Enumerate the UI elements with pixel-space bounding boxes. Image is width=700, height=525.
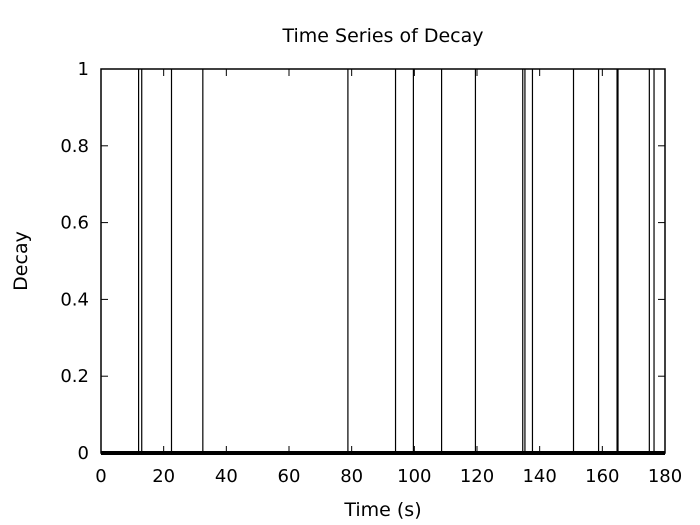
plot-area <box>101 69 665 455</box>
plot-frame <box>100 68 666 454</box>
chart-title: Time Series of Decay <box>281 25 483 47</box>
x-tick-label: 120 <box>460 466 494 487</box>
axis-ticks: 0 20 40 60 80 100 120 140 160 180 0 0.2 0.4 0.6 0.8 1 <box>60 59 682 487</box>
x-tick-label: 180 <box>648 466 682 487</box>
y-axis-label: Decay <box>10 231 32 291</box>
x-axis-label: Time (s) <box>343 499 421 521</box>
x-tick-label: 140 <box>522 466 556 487</box>
y-tick-label: 0.8 <box>60 136 89 157</box>
y-tick-label: 0.4 <box>60 289 89 310</box>
y-tick-label: 0.6 <box>60 213 89 234</box>
y-tick-label: 1 <box>78 59 89 80</box>
y-tick-label: 0 <box>78 443 89 464</box>
x-tick-label: 20 <box>152 466 175 487</box>
x-tick-label: 40 <box>215 466 238 487</box>
y-tick-label: 0.2 <box>60 366 89 387</box>
x-tick-label: 100 <box>397 466 431 487</box>
x-tick-label: 0 <box>95 466 106 487</box>
x-tick-label: 160 <box>585 466 619 487</box>
x-tick-label: 60 <box>278 466 301 487</box>
x-tick-label: 80 <box>340 466 363 487</box>
